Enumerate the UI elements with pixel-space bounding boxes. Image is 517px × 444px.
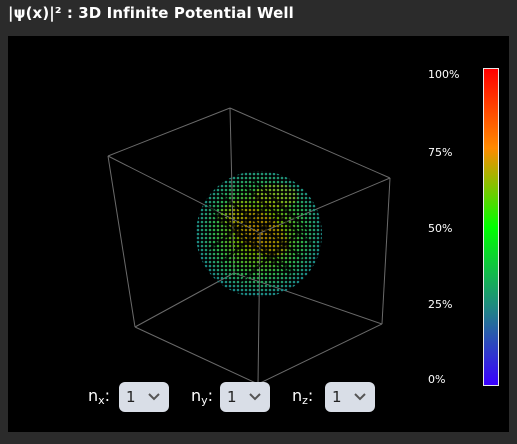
chevron-down-icon [354,393,366,401]
nx-value: 1 [126,388,136,406]
nz-select[interactable]: 1 [325,382,375,412]
probability-density-cloud [196,171,322,297]
nx-select[interactable]: 1 [119,382,169,412]
nz-value: 1 [332,388,342,406]
nx-label: nx: [88,386,111,407]
plot-title: |ψ(x)|² : 3D Infinite Potential Well [8,4,294,22]
chevron-down-icon [249,393,261,401]
quantum-number-controls: nx: 1 ny: 1 nz: 1 [8,382,509,416]
ny-select[interactable]: 1 [220,382,270,412]
colorbar-tick-0: 0% [428,373,446,386]
3d-plot-viewport[interactable]: 100% 75% 50% 25% 0% nx: 1 ny: 1 nz: [8,36,509,432]
colorbar-tick-25: 25% [428,298,453,311]
colorbar-tick-50: 50% [428,222,453,235]
colorbar [483,68,499,386]
nz-label: nz: [292,386,314,407]
density-stripes [207,179,313,283]
colorbar-tick-100: 100% [428,68,460,81]
ny-label: ny: [191,386,214,407]
3d-scene[interactable] [8,36,509,432]
chevron-down-icon [148,393,160,401]
colorbar-tick-75: 75% [428,146,453,159]
ny-value: 1 [227,388,237,406]
